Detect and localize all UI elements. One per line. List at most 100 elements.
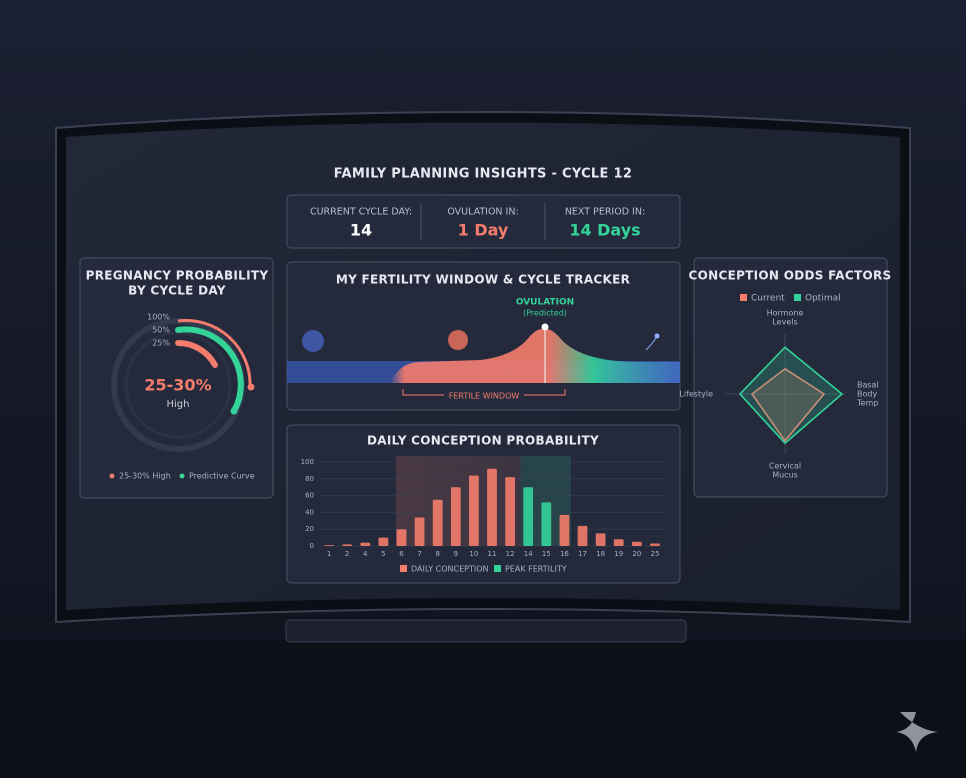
x-tick-label: 12: [506, 550, 515, 558]
bar: [450, 487, 461, 546]
tracker-title: MY FERTILITY WINDOW & CYCLE TRACKER: [336, 273, 630, 287]
dashboard-title: FAMILY PLANNING INSIGHTS - CYCLE 12: [334, 167, 632, 182]
stat-value: 14: [350, 221, 372, 240]
x-tick-label: 19: [614, 550, 623, 558]
x-tick-label: 2: [345, 550, 349, 558]
radar-area: [738, 346, 844, 445]
gauge-title: BY CYCLE DAY: [128, 284, 226, 298]
legend-swatch: [494, 565, 501, 572]
bar: [595, 533, 606, 546]
bar: [523, 487, 534, 546]
legend-dot: [179, 473, 185, 479]
x-tick-label: 16: [560, 550, 569, 558]
bar: [505, 477, 515, 546]
bar: [650, 543, 660, 546]
x-tick-label: 17: [578, 550, 587, 558]
radar-panel: [693, 257, 888, 498]
legend-label: Optimal: [805, 294, 841, 304]
bar: [559, 514, 570, 546]
x-tick-label: 7: [417, 550, 421, 558]
y-tick-label: 60: [305, 492, 314, 500]
bar: [487, 468, 497, 546]
x-tick-label: 1: [327, 550, 331, 558]
legend-label: DAILY CONCEPTION: [411, 565, 489, 574]
legend-label: Predictive Curve: [189, 472, 255, 481]
gauge-dot: [247, 383, 255, 391]
bar: [577, 525, 588, 546]
bar: [360, 542, 371, 546]
x-tick-label: 14: [524, 550, 533, 558]
x-tick-label: 10: [469, 550, 478, 558]
bar: [631, 541, 642, 546]
y-tick-label: 0: [310, 542, 314, 550]
radar-axis-label: Cervical: [769, 462, 801, 471]
legend-label: PEAK FERTILITY: [505, 565, 567, 574]
ring-label: 50%: [152, 326, 170, 335]
radar-axis-label: Mucus: [772, 471, 798, 480]
y-tick-label: 20: [305, 525, 314, 533]
gauge-arc: [175, 326, 244, 414]
x-tick-label: 6: [399, 550, 404, 558]
bar-title: DAILY CONCEPTION PROBABILITY: [367, 434, 599, 448]
gauge-level: High: [167, 399, 190, 410]
monitor-stand: [285, 619, 687, 643]
ring-label: 25%: [152, 339, 170, 348]
stats-panel: [286, 194, 681, 249]
bar: [378, 537, 389, 546]
y-tick-label: 40: [305, 508, 314, 516]
y-tick-label: 80: [305, 475, 314, 483]
gauge-dot: [230, 407, 238, 415]
gauge-track: [124, 331, 232, 439]
bar: [414, 517, 425, 546]
x-tick-label: 25: [650, 550, 659, 558]
stat-label: NEXT PERIOD IN:: [565, 207, 645, 218]
legend-label: Current: [751, 294, 785, 304]
bar: [396, 529, 407, 546]
sperm-icon: [654, 333, 660, 339]
radar-title: CONCEPTION ODDS FACTORS: [689, 269, 892, 283]
stat-value: 14 Days: [569, 221, 640, 240]
legend-swatch: [740, 294, 747, 301]
radar-axis-label: Basal: [857, 381, 879, 390]
sparkle-icon: [896, 712, 938, 752]
ovulation-note: (Predicted): [523, 309, 567, 318]
x-tick-label: 15: [542, 550, 551, 558]
x-tick-label: 4: [363, 550, 368, 558]
legend-swatch: [794, 294, 801, 301]
radar-axis-label: Body: [857, 390, 877, 399]
bar: [432, 499, 443, 546]
ring-label: 100%: [147, 313, 170, 322]
bar: [324, 545, 334, 546]
window-label-bg: [444, 390, 524, 401]
radar-axis-label: Temp: [856, 399, 878, 408]
radar-axis-label: Lifestyle: [679, 390, 713, 399]
stat-value: 1 Day: [458, 221, 509, 240]
sperm-icon: [645, 337, 657, 351]
radar-axis-label: Hormone: [767, 309, 804, 318]
bar: [541, 502, 552, 546]
gauge-value: 25-30%: [144, 376, 211, 395]
radar-axis-label: Levels: [772, 318, 797, 327]
fertility-curve: [390, 328, 680, 383]
y-tick-label: 100: [301, 458, 314, 466]
floor: [0, 640, 966, 778]
stat-label: CURRENT CYCLE DAY:: [310, 207, 412, 218]
x-tick-label: 5: [381, 550, 385, 558]
bar: [469, 475, 479, 546]
gauge-arc: [177, 319, 252, 388]
stat-label: OVULATION IN:: [447, 207, 518, 218]
x-tick-label: 9: [454, 550, 458, 558]
legend-dot: [109, 473, 115, 479]
x-tick-label: 8: [435, 550, 439, 558]
x-tick-label: 11: [488, 550, 497, 558]
legend-label: 25-30% High: [119, 472, 171, 481]
gauge-title: PREGNANCY PROBABILITY: [86, 269, 269, 283]
window-label: FERTILE WINDOW: [449, 392, 520, 401]
x-tick-label: 20: [632, 550, 641, 558]
bar: [613, 539, 624, 546]
bar: [342, 544, 353, 546]
gauge-arc: [175, 339, 218, 368]
egg-icon: [448, 330, 468, 350]
gauge-panel: [79, 257, 274, 499]
